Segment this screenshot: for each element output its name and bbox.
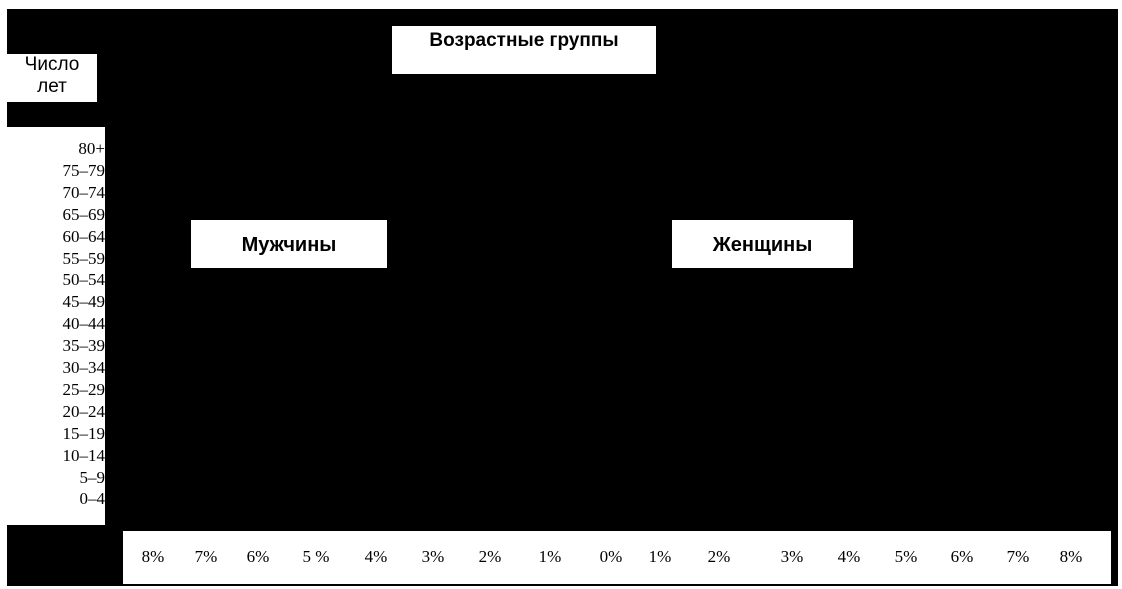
age-tick-label: 10–14: [62, 446, 106, 465]
percent-tick-label: 5 %: [302, 547, 330, 566]
percent-tick-label: 0%: [599, 547, 623, 566]
men-label-box: Мужчины: [191, 220, 387, 268]
percent-tick-label: 5%: [894, 547, 918, 566]
age-tick-label: 25–29: [62, 380, 106, 399]
y-axis-label-line-2: лет: [37, 76, 67, 97]
age-tick-label: 35–39: [62, 336, 106, 355]
percent-tick-label: 1%: [648, 547, 672, 566]
chart-title: Возрастные группы: [429, 30, 619, 51]
age-tick-label: 60–64: [62, 227, 106, 246]
age-tick-label: 70–74: [62, 183, 106, 202]
women-label-box: Женщины: [672, 220, 853, 268]
percent-tick-label: 3%: [421, 547, 445, 566]
percent-tick-label: 8%: [141, 547, 165, 566]
age-tick-label: 5–9: [79, 468, 106, 487]
age-tick-label: 75–79: [62, 161, 106, 180]
age-tick-label: 65–69: [62, 205, 106, 224]
age-tick-label: 80+: [78, 139, 105, 158]
percent-tick-label: 7%: [1006, 547, 1030, 566]
percent-tick-label: 4%: [364, 547, 388, 566]
y-axis-label-box: Число лет: [7, 54, 97, 102]
percent-tick-label: 7%: [194, 547, 218, 566]
chart-plot-area: [7, 9, 1118, 586]
age-tick-label: 15–19: [62, 424, 106, 443]
men-series-label: Мужчины: [241, 234, 337, 256]
percent-tick-label: 3%: [780, 547, 804, 566]
percent-tick-label: 6%: [950, 547, 974, 566]
percent-tick-label: 2%: [478, 547, 502, 566]
age-group-axis: 80+ 75–79 70–74 65–69 60–64 55–59 50–54 45–49 40…: [7, 127, 105, 525]
age-tick-label: 0–4: [79, 489, 106, 508]
percent-tick-label: 2%: [707, 547, 731, 566]
women-series-label: Женщины: [712, 234, 813, 256]
percent-tick-label: 1%: [538, 547, 562, 566]
age-tick-label: 40–44: [62, 314, 106, 333]
percent-tick-label: 6%: [246, 547, 270, 566]
y-axis-label-line-1: Число: [24, 54, 80, 75]
age-tick-label: 50–54: [62, 270, 106, 289]
percent-axis: 8% 7% 6% 5 % 4% 3% 2% 1% 0% 1% 2% 3% 4% 5% 6% 7% 8%: [123, 531, 1111, 584]
percent-tick-label: 4%: [837, 547, 861, 566]
age-tick-label: 30–34: [62, 358, 106, 377]
age-tick-label: 20–24: [62, 402, 106, 421]
percent-tick-label: 8%: [1059, 547, 1083, 566]
age-tick-label: 55–59: [62, 249, 106, 268]
chart-title-box: Возрастные группы: [392, 26, 656, 74]
age-tick-label: 45–49: [62, 292, 106, 311]
